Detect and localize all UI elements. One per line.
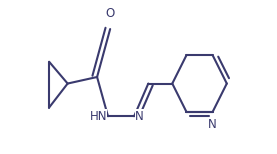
Text: HN: HN [89, 110, 107, 123]
Text: N: N [208, 118, 217, 131]
Text: N: N [135, 110, 144, 123]
Text: O: O [106, 7, 115, 20]
